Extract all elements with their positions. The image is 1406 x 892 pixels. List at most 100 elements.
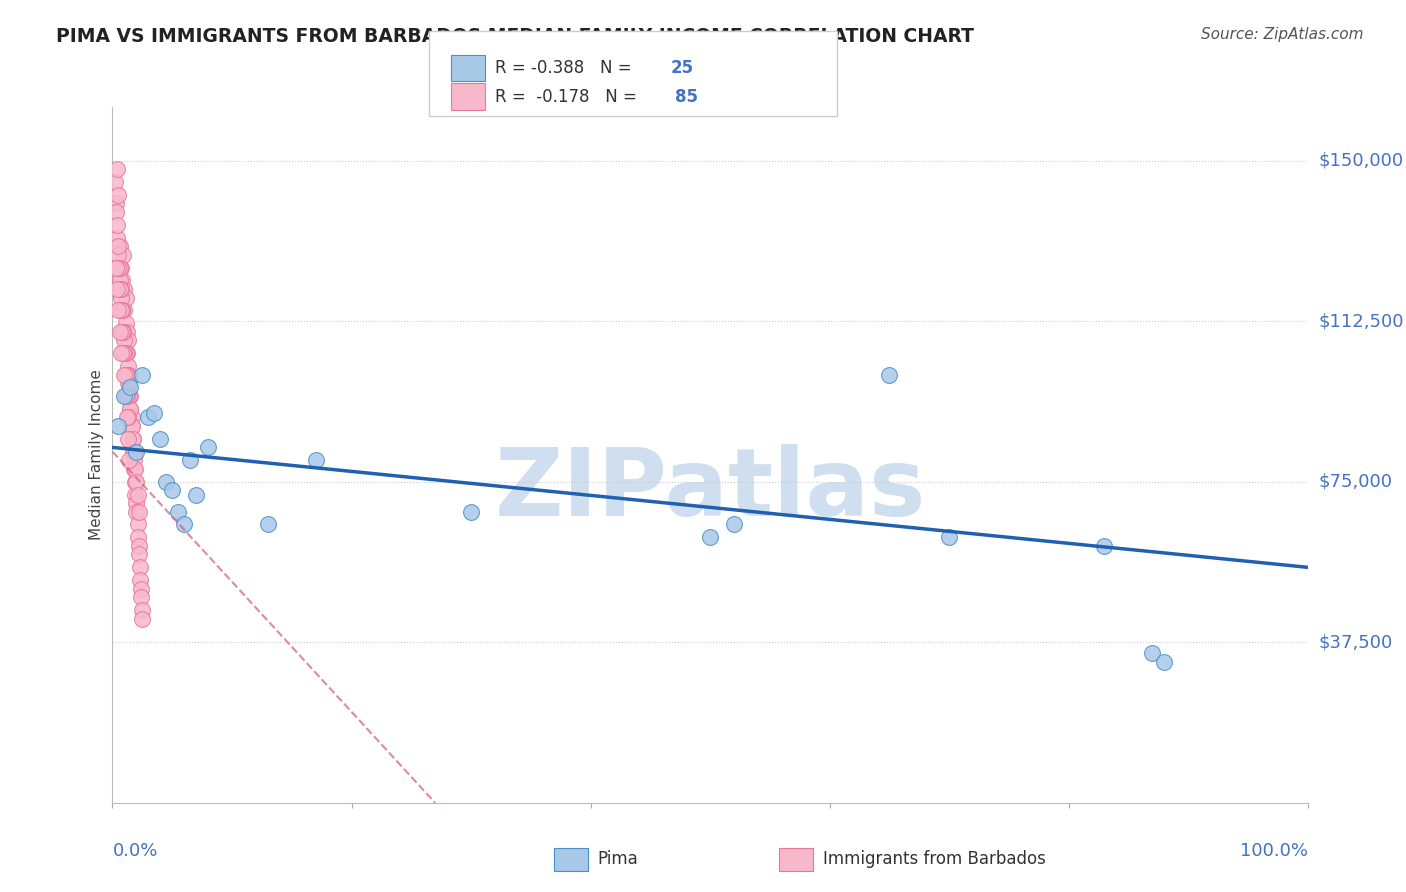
Point bbox=[1140, 646, 1163, 660]
Point bbox=[110, 260, 132, 275]
Text: ZIPatlas: ZIPatlas bbox=[495, 443, 925, 536]
Point bbox=[104, 175, 127, 189]
Point bbox=[125, 505, 148, 519]
Text: $75,000: $75,000 bbox=[1319, 473, 1393, 491]
Point bbox=[105, 282, 128, 296]
Point bbox=[124, 475, 146, 489]
Point bbox=[129, 582, 152, 596]
Point bbox=[105, 162, 128, 177]
Point bbox=[110, 303, 132, 318]
Point bbox=[143, 406, 166, 420]
Point bbox=[111, 303, 134, 318]
Point bbox=[699, 530, 721, 544]
Point bbox=[877, 368, 900, 382]
Point bbox=[460, 505, 482, 519]
Point bbox=[173, 517, 195, 532]
Point bbox=[118, 389, 141, 403]
Point bbox=[108, 282, 131, 296]
Point bbox=[125, 496, 148, 510]
Point bbox=[257, 517, 280, 532]
Point bbox=[112, 248, 135, 262]
Point bbox=[121, 419, 143, 434]
Point bbox=[107, 248, 129, 262]
Point bbox=[111, 273, 134, 287]
Point bbox=[105, 196, 128, 211]
Point bbox=[125, 475, 148, 489]
Point bbox=[121, 419, 143, 434]
Text: $37,500: $37,500 bbox=[1319, 633, 1393, 651]
Point bbox=[120, 401, 142, 416]
Text: 85: 85 bbox=[675, 87, 697, 105]
Point bbox=[111, 325, 134, 339]
Point bbox=[115, 410, 138, 425]
Point bbox=[107, 419, 129, 434]
Point bbox=[114, 368, 135, 382]
Point bbox=[179, 453, 201, 467]
Point bbox=[114, 389, 136, 403]
Text: R = -0.388   N =: R = -0.388 N = bbox=[495, 59, 637, 77]
Point bbox=[128, 505, 150, 519]
Point bbox=[107, 187, 129, 202]
Point bbox=[107, 239, 129, 253]
Point bbox=[197, 441, 219, 455]
Point bbox=[115, 389, 138, 403]
Point bbox=[114, 346, 136, 360]
Text: $150,000: $150,000 bbox=[1319, 152, 1403, 169]
Text: Immigrants from Barbados: Immigrants from Barbados bbox=[823, 850, 1046, 868]
Text: 0.0%: 0.0% bbox=[112, 842, 157, 860]
Point bbox=[1092, 539, 1115, 553]
Point bbox=[114, 316, 136, 330]
Point bbox=[121, 410, 143, 425]
Text: Source: ZipAtlas.com: Source: ZipAtlas.com bbox=[1201, 27, 1364, 42]
Point bbox=[112, 346, 135, 360]
Point bbox=[121, 432, 143, 446]
Point bbox=[723, 517, 745, 532]
Point bbox=[304, 453, 326, 467]
Point bbox=[121, 444, 143, 458]
Point bbox=[138, 410, 160, 425]
Point bbox=[105, 230, 128, 244]
Point bbox=[114, 303, 135, 318]
Point bbox=[114, 368, 136, 382]
Point bbox=[114, 389, 135, 403]
Point bbox=[117, 376, 139, 391]
Point bbox=[120, 401, 142, 416]
Point bbox=[107, 260, 129, 275]
Point bbox=[118, 368, 141, 382]
Point bbox=[110, 291, 132, 305]
Point bbox=[108, 260, 131, 275]
Point bbox=[149, 432, 172, 446]
Text: R =  -0.178   N =: R = -0.178 N = bbox=[495, 87, 643, 105]
Point bbox=[129, 560, 152, 574]
Point bbox=[114, 334, 135, 348]
Point bbox=[131, 612, 153, 626]
Point bbox=[938, 530, 960, 544]
Text: $112,500: $112,500 bbox=[1319, 312, 1405, 330]
Text: PIMA VS IMMIGRANTS FROM BARBADOS MEDIAN FAMILY INCOME CORRELATION CHART: PIMA VS IMMIGRANTS FROM BARBADOS MEDIAN … bbox=[56, 27, 974, 45]
Point bbox=[117, 334, 139, 348]
Point bbox=[124, 462, 146, 476]
Point bbox=[110, 346, 132, 360]
Point bbox=[105, 205, 128, 219]
Point bbox=[105, 218, 128, 232]
Point bbox=[115, 368, 138, 382]
Point bbox=[125, 444, 148, 458]
Point bbox=[108, 239, 131, 253]
Point bbox=[114, 346, 135, 360]
Point bbox=[120, 389, 142, 403]
Point bbox=[114, 282, 135, 296]
Point bbox=[129, 591, 152, 605]
Point bbox=[121, 432, 143, 446]
Point bbox=[128, 548, 150, 562]
Point bbox=[117, 432, 139, 446]
Point bbox=[112, 325, 135, 339]
Point bbox=[124, 487, 146, 501]
Point bbox=[122, 453, 145, 467]
Point bbox=[127, 517, 149, 532]
Point bbox=[128, 539, 150, 553]
Point bbox=[162, 483, 183, 498]
Point bbox=[110, 282, 132, 296]
Point bbox=[111, 303, 134, 318]
Point bbox=[1153, 655, 1175, 669]
Point bbox=[186, 487, 208, 501]
